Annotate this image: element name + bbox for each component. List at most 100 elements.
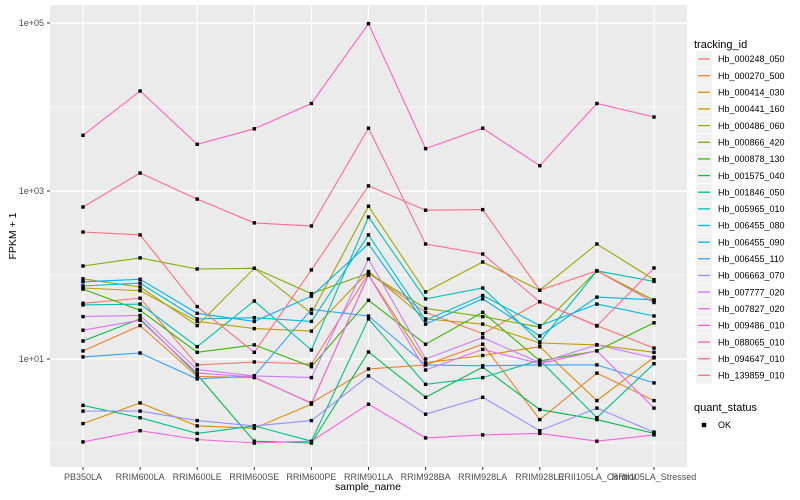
x-tick-label: RRIM600LA — [116, 472, 165, 482]
data-point — [538, 431, 542, 436]
data-point — [423, 306, 428, 311]
data-point — [481, 322, 485, 326]
data-point — [481, 297, 485, 301]
data-point — [538, 323, 542, 328]
quant-legend-entry: OK — [701, 420, 731, 430]
data-point — [652, 346, 656, 350]
data-point — [652, 381, 656, 385]
data-point — [595, 302, 599, 306]
legend-title-quant-status: quant_status — [694, 402, 757, 414]
x-tick-label: RRIM901LA — [344, 472, 393, 482]
data-point — [595, 439, 599, 443]
data-point — [138, 256, 142, 260]
quant-point-icon — [701, 422, 707, 428]
data-point — [81, 280, 85, 284]
legend-label: Hb_007827_020 — [718, 304, 785, 314]
data-point — [481, 293, 485, 298]
data-point — [309, 101, 314, 106]
x-tick-label: PB350LA — [64, 472, 102, 482]
data-point — [81, 409, 85, 413]
x-tick-label: RRIM600LE — [173, 472, 222, 482]
legend-entry-Hb_000866_420: Hb_000866_420 — [696, 134, 785, 151]
data-point — [652, 300, 656, 305]
data-point — [423, 368, 428, 372]
data-point — [423, 363, 428, 367]
data-point — [195, 377, 199, 381]
data-point — [423, 310, 428, 314]
data-point — [538, 429, 542, 433]
data-point — [195, 350, 199, 354]
data-point — [481, 353, 485, 358]
data-point — [366, 215, 371, 219]
legend-label: Hb_006455_090 — [718, 237, 785, 247]
data-point — [366, 273, 371, 277]
data-point — [652, 350, 656, 354]
data-point — [309, 365, 314, 369]
data-point — [195, 418, 199, 423]
data-point — [423, 322, 428, 326]
data-point — [652, 279, 656, 284]
data-point — [423, 412, 428, 416]
data-point — [366, 126, 371, 130]
data-point — [138, 313, 142, 318]
data-point — [252, 426, 256, 430]
data-point — [595, 398, 599, 403]
data-point — [423, 208, 428, 212]
axes-layer: 1e+01 1e+03 1e+05 PB350LA RRIM600LA RRIM600LE… — [19, 18, 697, 482]
legend-entry-Hb_006455_090: Hb_006455_090 — [696, 234, 785, 251]
data-point — [252, 127, 256, 131]
data-point — [423, 342, 428, 346]
data-point — [252, 221, 256, 225]
quant-legend-label: OK — [718, 420, 731, 430]
data-point — [366, 298, 371, 302]
data-point — [481, 126, 485, 130]
y-tick-label: 1e+01 — [19, 354, 44, 364]
data-point — [423, 146, 428, 151]
data-point — [366, 374, 371, 378]
data-point — [423, 242, 428, 246]
data-point — [366, 257, 371, 261]
data-point — [481, 252, 485, 256]
data-point — [138, 285, 142, 289]
data-point — [309, 418, 314, 423]
data-point — [252, 326, 256, 331]
data-point — [138, 351, 142, 355]
data-point — [252, 266, 256, 270]
legend-entry-Hb_007777_020: Hb_007777_020 — [696, 284, 785, 301]
data-point — [366, 317, 371, 321]
data-point — [652, 406, 656, 410]
data-point — [195, 437, 199, 442]
data-point — [595, 242, 599, 246]
legend-entry-Hb_006663_070: Hb_006663_070 — [696, 267, 785, 284]
data-point — [423, 361, 428, 365]
legend-entry-Hb_005965_010: Hb_005965_010 — [696, 200, 785, 217]
legend-entries-layer: Hb_000248_050 Hb_000270_500 Hb_000414_030 H… — [696, 51, 785, 384]
data-point — [481, 364, 485, 368]
data-point — [309, 362, 314, 366]
data-point — [652, 356, 656, 360]
data-point — [309, 319, 314, 324]
data-point — [195, 311, 199, 315]
data-point — [81, 205, 85, 209]
y-tick-label: 1e+03 — [19, 186, 44, 196]
y-tick-label: 1e+05 — [19, 18, 44, 28]
data-point — [538, 340, 542, 344]
data-point — [195, 431, 199, 436]
x-axis-title: sample_name — [335, 481, 401, 493]
data-point — [366, 204, 371, 208]
legend-label: Hb_000866_420 — [718, 137, 785, 147]
data-point — [195, 345, 199, 349]
data-point — [195, 304, 199, 309]
data-point — [481, 395, 485, 399]
data-point — [309, 291, 314, 296]
data-point — [252, 319, 256, 324]
data-point — [366, 314, 371, 318]
data-point — [309, 441, 314, 445]
data-point — [423, 395, 428, 399]
data-point — [309, 224, 314, 228]
quant-status-legend-layer: OK — [701, 420, 731, 430]
data-point — [652, 266, 656, 270]
legend-entry-Hb_088065_010: Hb_088065_010 — [696, 334, 785, 351]
data-point — [81, 328, 85, 332]
data-point — [366, 242, 371, 246]
